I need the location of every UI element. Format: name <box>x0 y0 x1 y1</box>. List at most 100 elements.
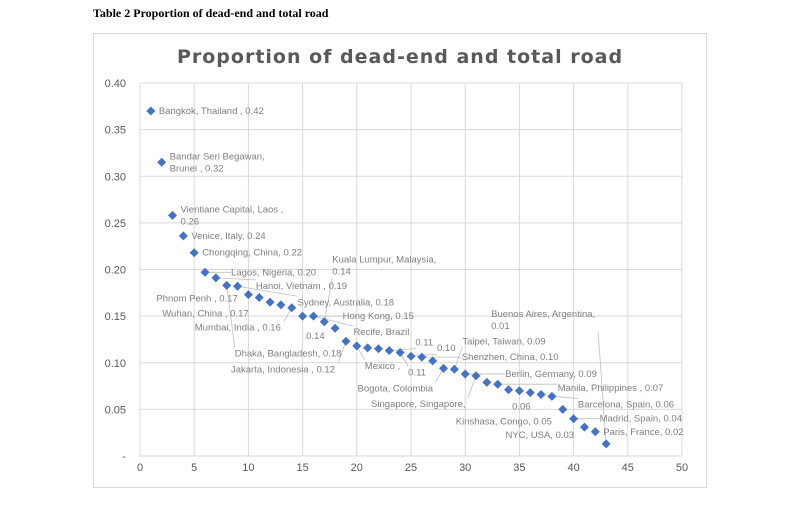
data-point <box>330 323 340 333</box>
data-point <box>265 297 275 307</box>
leader-line <box>323 277 333 322</box>
data-label: Madrid, Spain, 0.04 <box>600 414 682 425</box>
x-tick-label: 20 <box>351 462 363 474</box>
data-label-line: Barcelona, Spain, 0.06 <box>578 399 674 410</box>
data-label-line: Phnom Penh , 0.17 <box>156 294 237 305</box>
data-label-line: Chongqing, China, 0.22 <box>202 248 302 259</box>
data-label: 0.10 <box>437 343 456 354</box>
data-point <box>189 248 199 258</box>
data-label: Lagos, Nigeria, 0.20 <box>231 267 316 278</box>
data-label-line: Buenos Aires, Argentina, <box>491 309 595 320</box>
data-point <box>439 363 449 373</box>
data-label-line: Shenzhen, China, 0.10 <box>462 352 559 363</box>
data-label: Bogota, Colombia <box>358 383 434 394</box>
data-label-line: Paris, France, 0.02 <box>603 427 683 438</box>
x-tick-label: 30 <box>459 462 471 474</box>
data-point <box>504 385 514 395</box>
table-caption: Table 2 Proportion of dead-end and total… <box>93 6 329 20</box>
data-label-line: Bogota, Colombia <box>358 383 434 394</box>
data-label: Kinshasa, Congo, 0.05 <box>456 416 552 427</box>
y-tick-label: - <box>122 451 126 463</box>
x-tick-label: 50 <box>676 462 688 474</box>
y-tick-label: 0.15 <box>105 311 126 323</box>
x-tick-label: 10 <box>242 462 254 474</box>
data-label: Manila, Philippines , 0.07 <box>558 383 664 394</box>
data-label-line: Wuhan, China , 0.17 <box>162 308 248 319</box>
data-label: Singapore, Singapore, <box>371 399 466 410</box>
x-tick-label: 25 <box>405 462 417 474</box>
data-label: Dhaka, Bangladesh, 0.18 <box>235 348 342 359</box>
data-point <box>482 377 492 387</box>
data-point <box>471 371 481 381</box>
leader-line <box>226 285 236 348</box>
data-point <box>200 267 210 277</box>
data-point <box>579 422 589 432</box>
data-label-line: Vientiane Capital, Laos , <box>181 204 284 215</box>
data-label: Hanoi, Vietnam , 0.19 <box>256 281 347 292</box>
chart-frame <box>93 33 707 488</box>
data-point <box>601 439 611 449</box>
data-point <box>569 414 579 424</box>
x-tick-label: 5 <box>191 462 197 474</box>
data-label-line: Dhaka, Bangladesh, 0.18 <box>235 348 342 359</box>
data-point <box>363 343 373 353</box>
y-tick-label: 0.25 <box>105 218 126 230</box>
data-point <box>514 386 524 396</box>
data-label: Bandar Seri Begawan, Brunei , 0.32 <box>170 151 265 174</box>
data-point <box>384 346 394 356</box>
data-point <box>352 341 362 351</box>
data-point <box>373 344 383 354</box>
data-point <box>243 290 253 300</box>
data-point <box>590 427 600 437</box>
data-label-line: 0.14 <box>306 331 325 342</box>
data-label-line: Singapore, Singapore, <box>371 399 466 410</box>
y-tick-label: 0.30 <box>105 171 126 183</box>
data-label-line: Recife, Brazil <box>353 327 409 338</box>
data-point <box>417 352 427 362</box>
x-tick-label: 15 <box>296 462 308 474</box>
data-label: Paris, France, 0.02 <box>603 427 683 438</box>
data-label-line: Lagos, Nigeria, 0.20 <box>231 267 316 278</box>
data-point <box>233 281 243 291</box>
data-label: Kuala Lumpur, Malaysia, 0.14 <box>332 255 436 278</box>
data-label-line: Bangkok, Thailand , 0.42 <box>159 106 264 117</box>
data-label-line: Madrid, Spain, 0.04 <box>600 414 682 425</box>
data-point <box>287 303 297 313</box>
data-label-line: 0.11 <box>415 338 433 349</box>
data-label-line: 0.10 <box>437 343 456 354</box>
data-label: 0.06 <box>512 401 531 412</box>
data-label-line: Bandar Seri Begawan, <box>170 151 265 162</box>
data-point <box>525 388 535 398</box>
data-label: 0.11 <box>408 367 426 378</box>
data-label-line: Hong Kong, 0.15 <box>343 311 414 322</box>
data-point <box>547 391 557 401</box>
data-point <box>558 404 568 414</box>
y-tick-label: 0.20 <box>105 265 126 277</box>
data-label: Mumbai, India , 0.16 <box>195 323 281 334</box>
x-tick-label: 0 <box>137 462 143 474</box>
data-label-line: Hanoi, Vietnam , 0.19 <box>256 281 347 292</box>
data-label-line: Venice, Italy, 0.24 <box>191 231 265 242</box>
x-tick-label: 45 <box>622 462 634 474</box>
data-label: Taipei, Taiwan, 0.09 <box>462 336 545 347</box>
data-point <box>276 300 286 310</box>
data-point <box>178 231 188 241</box>
data-label: 0.11 <box>415 338 433 349</box>
data-point <box>493 379 503 389</box>
data-point <box>319 317 329 327</box>
data-point <box>449 364 459 374</box>
data-label-line: Kinshasa, Congo, 0.05 <box>456 416 552 427</box>
data-label: Jakarta, Indonesia , 0.12 <box>231 364 335 375</box>
y-tick-label: 0.35 <box>105 125 126 137</box>
leader-line <box>237 285 298 297</box>
data-label-line: Kuala Lumpur, Malaysia, <box>332 255 436 266</box>
data-label-line: Manila, Philippines , 0.07 <box>558 383 664 394</box>
data-label-line: Berlin, Germany, 0.09 <box>505 369 597 380</box>
data-label: Phnom Penh , 0.17 <box>156 294 237 305</box>
data-label-line: Sydney, Australia, 0.18 <box>298 297 394 308</box>
data-label-line: 0.14 <box>332 267 351 278</box>
data-point <box>222 280 232 290</box>
data-point <box>211 273 221 283</box>
data-point <box>146 106 156 116</box>
data-point <box>298 311 308 321</box>
